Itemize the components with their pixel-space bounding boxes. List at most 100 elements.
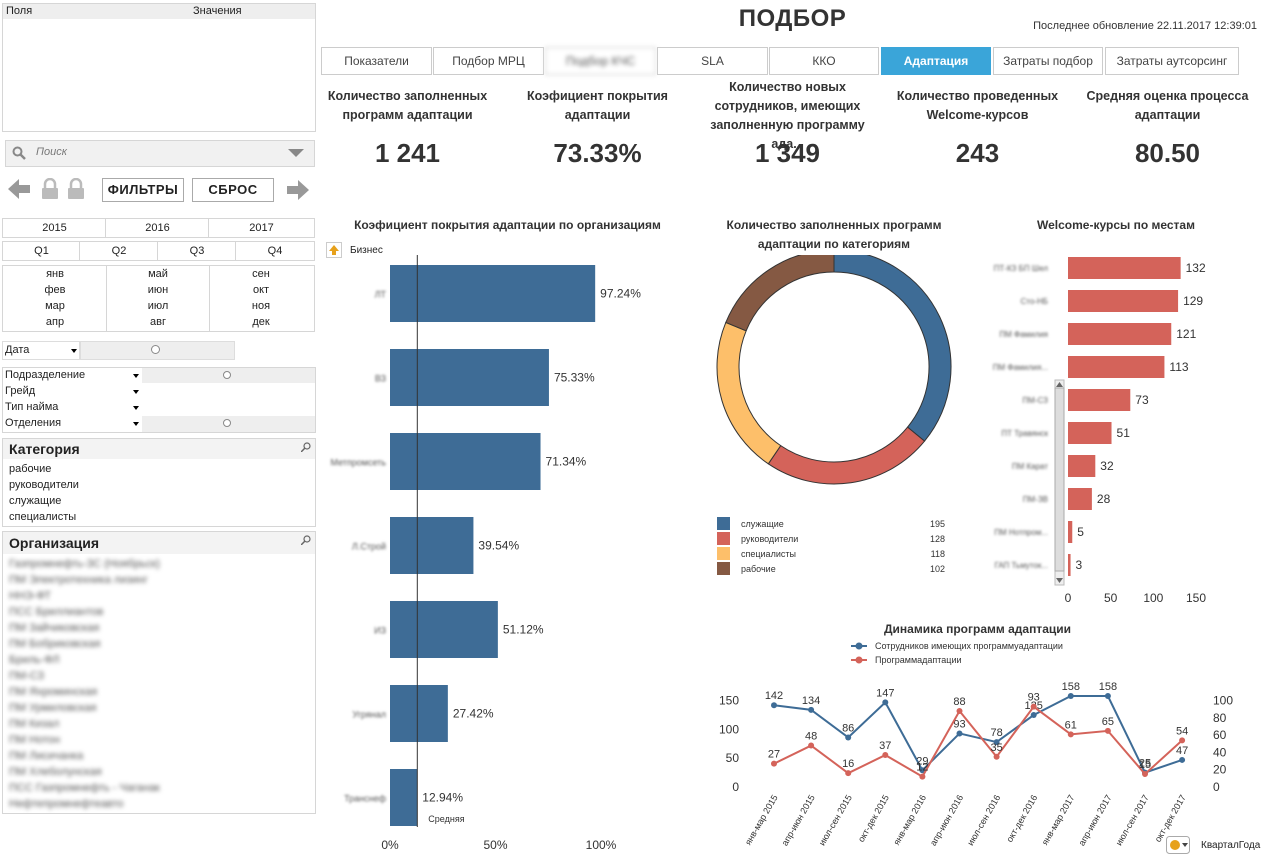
sort-icon[interactable] bbox=[1166, 836, 1190, 854]
coverage-bar[interactable] bbox=[390, 349, 549, 406]
coverage-bar[interactable] bbox=[390, 265, 596, 322]
organization-item[interactable]: ПМ Хлеболунская bbox=[9, 766, 102, 778]
welcome-bar[interactable] bbox=[1068, 257, 1181, 279]
tab-7[interactable]: Затраты аутсорсинг bbox=[1105, 47, 1239, 75]
series-point[interactable] bbox=[1142, 771, 1148, 778]
category-item[interactable]: специалисты bbox=[9, 511, 77, 523]
back-arrow-icon[interactable] bbox=[8, 179, 30, 199]
organization-item[interactable]: Бриль-ФЛ bbox=[9, 654, 60, 666]
quarter-q1[interactable]: Q1 bbox=[2, 241, 81, 261]
search-input[interactable]: Поиск bbox=[36, 146, 67, 158]
category-item[interactable]: руководители bbox=[9, 479, 79, 491]
series-point[interactable] bbox=[919, 773, 926, 780]
welcome-bar[interactable] bbox=[1068, 323, 1172, 345]
organization-item[interactable]: ПМ Кизал bbox=[9, 718, 60, 730]
month-item[interactable]: окт bbox=[252, 284, 270, 296]
tab-1[interactable]: Подбор МРЦ bbox=[433, 47, 544, 75]
tab-5[interactable]: Адаптация bbox=[881, 47, 991, 75]
coverage-bar[interactable] bbox=[390, 685, 448, 742]
series-point[interactable] bbox=[1179, 756, 1186, 763]
slider-handle[interactable] bbox=[151, 345, 160, 354]
organization-item[interactable]: ПСС Бриллиантов bbox=[9, 606, 104, 618]
quarter-q2[interactable]: Q2 bbox=[79, 241, 159, 261]
series-point[interactable] bbox=[1067, 693, 1074, 700]
organization-item[interactable]: ПМ Лисичанка bbox=[9, 750, 84, 762]
reset-button[interactable]: СБРОС bbox=[192, 178, 274, 202]
month-item[interactable]: янв bbox=[46, 268, 64, 280]
organization-item[interactable]: ПСС Газпромнефть - Чаганак bbox=[9, 782, 160, 794]
welcome-bar[interactable] bbox=[1068, 488, 1092, 510]
lock-icon[interactable] bbox=[41, 178, 59, 200]
organization-item[interactable]: Газпромнефть-ЗС (Ноябрьск) bbox=[9, 558, 160, 570]
date-dropdown[interactable]: Дата bbox=[2, 341, 80, 360]
coverage-bar[interactable] bbox=[390, 433, 541, 490]
month-item[interactable]: июн bbox=[147, 284, 169, 296]
tab-3[interactable]: SLA bbox=[657, 47, 768, 75]
series-point[interactable] bbox=[808, 742, 815, 749]
month-item[interactable]: фев bbox=[44, 284, 66, 296]
forward-arrow-icon[interactable] bbox=[287, 180, 309, 200]
search-icon[interactable] bbox=[301, 535, 311, 545]
series-point[interactable] bbox=[882, 752, 889, 759]
donut-slice[interactable] bbox=[833, 255, 952, 442]
month-item[interactable]: авг bbox=[150, 316, 166, 328]
organization-item[interactable]: ПМ Нотон bbox=[9, 734, 61, 746]
welcome-bar[interactable] bbox=[1068, 290, 1179, 312]
search-icon[interactable] bbox=[301, 442, 311, 452]
month-item[interactable]: дек bbox=[252, 316, 270, 328]
welcome-bar[interactable] bbox=[1068, 554, 1071, 576]
sort-up-icon[interactable] bbox=[326, 242, 342, 258]
coverage-bar[interactable] bbox=[390, 769, 418, 826]
organization-item[interactable]: ПМ Бобриковская bbox=[9, 638, 101, 650]
scrollbar-thumb[interactable] bbox=[1054, 387, 1065, 572]
series-point[interactable] bbox=[956, 708, 963, 714]
series-point[interactable] bbox=[919, 767, 926, 774]
tab-0[interactable]: Показатели bbox=[321, 47, 432, 75]
scroll-down-icon[interactable] bbox=[1056, 578, 1063, 583]
tab-2[interactable]: Подбор КЧС bbox=[545, 47, 656, 75]
month-item[interactable]: сен bbox=[252, 268, 270, 280]
coverage-bar[interactable] bbox=[390, 601, 498, 658]
series-point[interactable] bbox=[882, 699, 889, 706]
filters-button[interactable]: ФИЛЬТРЫ bbox=[102, 178, 184, 202]
month-item[interactable]: май bbox=[148, 268, 168, 280]
organization-item[interactable]: ПМ Электротехника лизинг bbox=[9, 574, 148, 586]
series-point[interactable] bbox=[1030, 703, 1037, 710]
donut-slice[interactable] bbox=[725, 255, 835, 332]
tab-4[interactable]: ККО bbox=[769, 47, 879, 75]
chevron-down-icon[interactable] bbox=[288, 149, 304, 159]
departments-dropdown[interactable]: Отделения bbox=[5, 417, 141, 432]
coverage-bar[interactable] bbox=[390, 517, 474, 574]
month-item[interactable]: мар bbox=[45, 300, 65, 312]
year-2015[interactable]: 2015 bbox=[2, 218, 107, 238]
series-point[interactable] bbox=[845, 770, 852, 777]
series-point[interactable] bbox=[1104, 727, 1111, 734]
unlock-icon[interactable] bbox=[67, 178, 85, 200]
scroll-up-icon[interactable] bbox=[1056, 382, 1063, 387]
departments-handle[interactable] bbox=[223, 419, 231, 427]
series-point[interactable] bbox=[993, 739, 1000, 746]
welcome-bar[interactable] bbox=[1068, 521, 1073, 543]
organization-item[interactable]: ПМ Зайчиковская bbox=[9, 622, 100, 634]
series-point[interactable] bbox=[845, 734, 852, 741]
grade-dropdown[interactable]: Грейд bbox=[5, 385, 141, 400]
series-point[interactable] bbox=[1179, 737, 1186, 744]
tab-6[interactable]: Затраты подбор bbox=[993, 47, 1103, 75]
series-point[interactable] bbox=[1104, 693, 1111, 700]
division-dropdown[interactable]: Подразделение bbox=[5, 369, 141, 384]
series-point[interactable] bbox=[1030, 712, 1037, 719]
year-2016[interactable]: 2016 bbox=[105, 218, 210, 238]
search-box[interactable]: Поиск bbox=[5, 140, 315, 167]
year-2017[interactable]: 2017 bbox=[208, 218, 315, 238]
organization-item[interactable]: ПМ Урмиловская bbox=[9, 702, 97, 714]
quarter-q4[interactable]: Q4 bbox=[235, 241, 315, 261]
division-handle[interactable] bbox=[223, 371, 231, 379]
welcome-bar[interactable] bbox=[1068, 422, 1112, 444]
category-item[interactable]: служащие bbox=[9, 495, 62, 507]
quarter-q3[interactable]: Q3 bbox=[157, 241, 237, 261]
welcome-bar[interactable] bbox=[1068, 455, 1096, 477]
organization-item[interactable]: Нефтепромнефтеавто bbox=[9, 798, 124, 810]
series-point[interactable] bbox=[1067, 731, 1074, 738]
donut-slice[interactable] bbox=[767, 426, 926, 485]
donut-slice[interactable] bbox=[716, 321, 782, 465]
